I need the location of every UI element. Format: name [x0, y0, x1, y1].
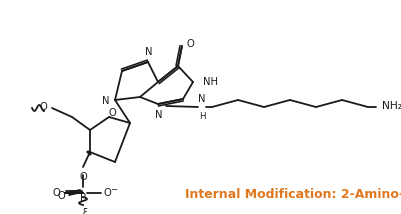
Text: O: O: [52, 188, 60, 198]
Text: N: N: [155, 110, 162, 120]
Text: O: O: [186, 39, 194, 49]
Text: O: O: [104, 188, 111, 198]
Text: O: O: [39, 102, 47, 112]
Text: NH₂: NH₂: [381, 101, 401, 111]
Text: −: −: [110, 186, 117, 195]
Text: ξ: ξ: [82, 208, 87, 214]
Text: O: O: [108, 108, 115, 118]
Text: N: N: [102, 96, 110, 106]
Text: O: O: [79, 172, 87, 182]
Text: H: H: [198, 112, 205, 121]
Text: NH: NH: [203, 77, 217, 87]
Text: O: O: [57, 191, 65, 201]
Text: P: P: [80, 193, 86, 203]
Text: N: N: [198, 94, 205, 104]
Text: Internal Modification: 2-Amino-C6-dG: Internal Modification: 2-Amino-C6-dG: [184, 189, 401, 202]
Text: N: N: [145, 47, 152, 57]
